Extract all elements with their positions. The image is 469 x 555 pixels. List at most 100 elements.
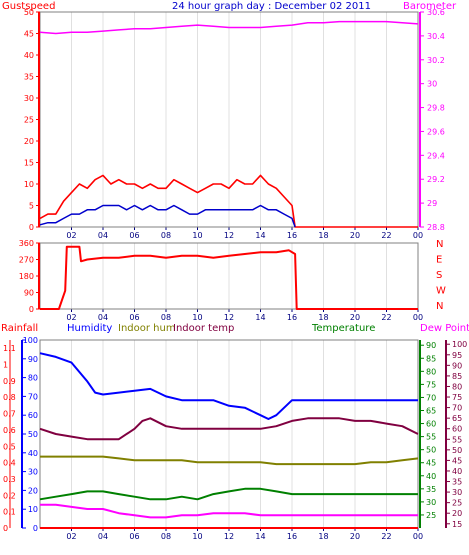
dew-tick-label: 95 xyxy=(452,351,462,360)
rain-tick-label: 0.5 xyxy=(3,442,16,451)
compass-label: E xyxy=(436,255,442,266)
rain-tick-label: 0 xyxy=(3,524,8,533)
x-tick-label: 06 xyxy=(129,532,139,541)
compass-label: S xyxy=(436,270,442,281)
baro-tick-label: 29 xyxy=(427,199,437,208)
baro-tick-label: 30.6 xyxy=(427,8,445,17)
temperature-label: Temperature xyxy=(311,323,375,334)
x-tick-label: 20 xyxy=(350,313,360,322)
temp-tick-label: 55 xyxy=(426,433,436,442)
x-tick-label: 22 xyxy=(381,532,391,541)
winddir-tick-label: 0 xyxy=(29,305,34,314)
rain-tick-label: 0.3 xyxy=(3,475,16,484)
x-tick-label: 22 xyxy=(381,313,391,322)
x-tick-label: 10 xyxy=(192,231,202,240)
rain-tick-label: 0.1 xyxy=(3,508,16,517)
temp-tick-label: 75 xyxy=(426,380,436,389)
x-tick-label: 20 xyxy=(350,231,360,240)
chart-title: 24 hour graph day : December 02 2011 xyxy=(172,1,371,12)
temp-tick-label: 25 xyxy=(426,511,436,520)
x-tick-label: 16 xyxy=(287,231,297,240)
gust-tick-label: 40 xyxy=(24,51,34,60)
temp-tick-label: 45 xyxy=(426,459,436,468)
dew-tick-label: 70 xyxy=(452,404,462,413)
gust-tick-label: 10 xyxy=(24,180,34,189)
hum-tick-label: 20 xyxy=(28,486,38,495)
temp-tick-label: 60 xyxy=(426,420,436,429)
gust-tick-label: 5 xyxy=(29,202,34,211)
indoor-hum-label: Indoor hum xyxy=(118,323,176,334)
hum-tick-label: 0 xyxy=(33,524,38,533)
x-tick-label: 04 xyxy=(98,532,108,541)
dew-tick-label: 35 xyxy=(452,478,462,487)
temp-tick-label: 40 xyxy=(426,472,436,481)
indoor_hum-series-line xyxy=(40,455,419,466)
x-tick-label: 14 xyxy=(255,313,265,322)
x-tick-label: 16 xyxy=(287,313,297,322)
humidity-series-line xyxy=(39,352,418,420)
temp-tick-label: 80 xyxy=(426,367,436,376)
x-tick-label: 12 xyxy=(224,313,234,322)
x-tick-label: 18 xyxy=(318,231,328,240)
baro-series-line xyxy=(39,20,419,35)
dew-tick-label: 20 xyxy=(452,509,462,518)
compass-label: W xyxy=(436,286,446,297)
dewpoint-series-line xyxy=(40,503,418,519)
x-tick-label: 14 xyxy=(255,532,265,541)
x-tick-label: 06 xyxy=(129,231,139,240)
hum-tick-label: 90 xyxy=(28,355,38,364)
gust-tick-label: 25 xyxy=(24,116,34,125)
x-tick-label: 00 xyxy=(413,313,423,322)
winddir-series-line xyxy=(40,245,418,310)
rain-tick-label: 1.1 xyxy=(3,344,16,353)
x-tick-label: 18 xyxy=(318,532,328,541)
temp-tick-label: 70 xyxy=(426,393,436,402)
x-tick-label: 06 xyxy=(129,313,139,322)
rain-tick-label: 0.8 xyxy=(3,393,16,402)
hum-tick-label: 70 xyxy=(28,392,38,401)
x-tick-label: 08 xyxy=(161,231,171,240)
rain-tick-label: 0.2 xyxy=(3,491,16,500)
wind-series-line xyxy=(39,204,296,228)
dew-tick-label: 40 xyxy=(452,467,462,476)
x-tick-label: 18 xyxy=(318,313,328,322)
x-tick-label: 12 xyxy=(224,231,234,240)
dew-tick-label: 45 xyxy=(452,456,462,465)
x-tick-label: 02 xyxy=(66,532,76,541)
x-tick-label: 14 xyxy=(255,231,265,240)
gust-tick-label: 20 xyxy=(24,137,34,146)
rain-tick-label: 0.7 xyxy=(3,410,16,419)
gust-tick-label: 35 xyxy=(24,73,34,82)
x-tick-label: 10 xyxy=(192,313,202,322)
x-tick-label: 04 xyxy=(98,231,108,240)
rain-tick-label: 0.6 xyxy=(3,426,16,435)
hum-tick-label: 80 xyxy=(28,374,38,383)
compass-label: N xyxy=(436,239,443,250)
baro-tick-label: 30.4 xyxy=(427,32,445,41)
winddir-tick-label: 360 xyxy=(19,239,34,248)
rainfall-label: Rainfall xyxy=(1,323,38,334)
indoor_temp-series-line xyxy=(39,417,419,441)
humidity-label: Humidity xyxy=(67,323,112,334)
x-tick-label: 16 xyxy=(287,532,297,541)
winddir-tick-label: 180 xyxy=(19,272,34,281)
x-tick-label: 02 xyxy=(66,313,76,322)
rain-tick-label: 0.4 xyxy=(3,459,16,468)
dew-tick-label: 60 xyxy=(452,425,462,434)
gust-tick-label: 30 xyxy=(24,94,34,103)
rain-tick-label: 1 xyxy=(3,361,8,370)
top-right-axis-label: Barometer xyxy=(403,1,457,12)
x-tick-label: 08 xyxy=(161,313,171,322)
dew-tick-label: 30 xyxy=(452,488,462,497)
baro-tick-label: 30.2 xyxy=(427,56,445,65)
temp-tick-label: 35 xyxy=(426,485,436,494)
rain-tick-label: 0.9 xyxy=(3,377,16,386)
dew-tick-label: 100 xyxy=(452,340,467,349)
dew-tick-label: 65 xyxy=(452,414,462,423)
x-tick-label: 00 xyxy=(413,231,423,240)
hum-tick-label: 60 xyxy=(28,411,38,420)
hum-tick-label: 50 xyxy=(28,430,38,439)
gust-series-line xyxy=(39,174,418,228)
temp-tick-label: 85 xyxy=(426,354,436,363)
